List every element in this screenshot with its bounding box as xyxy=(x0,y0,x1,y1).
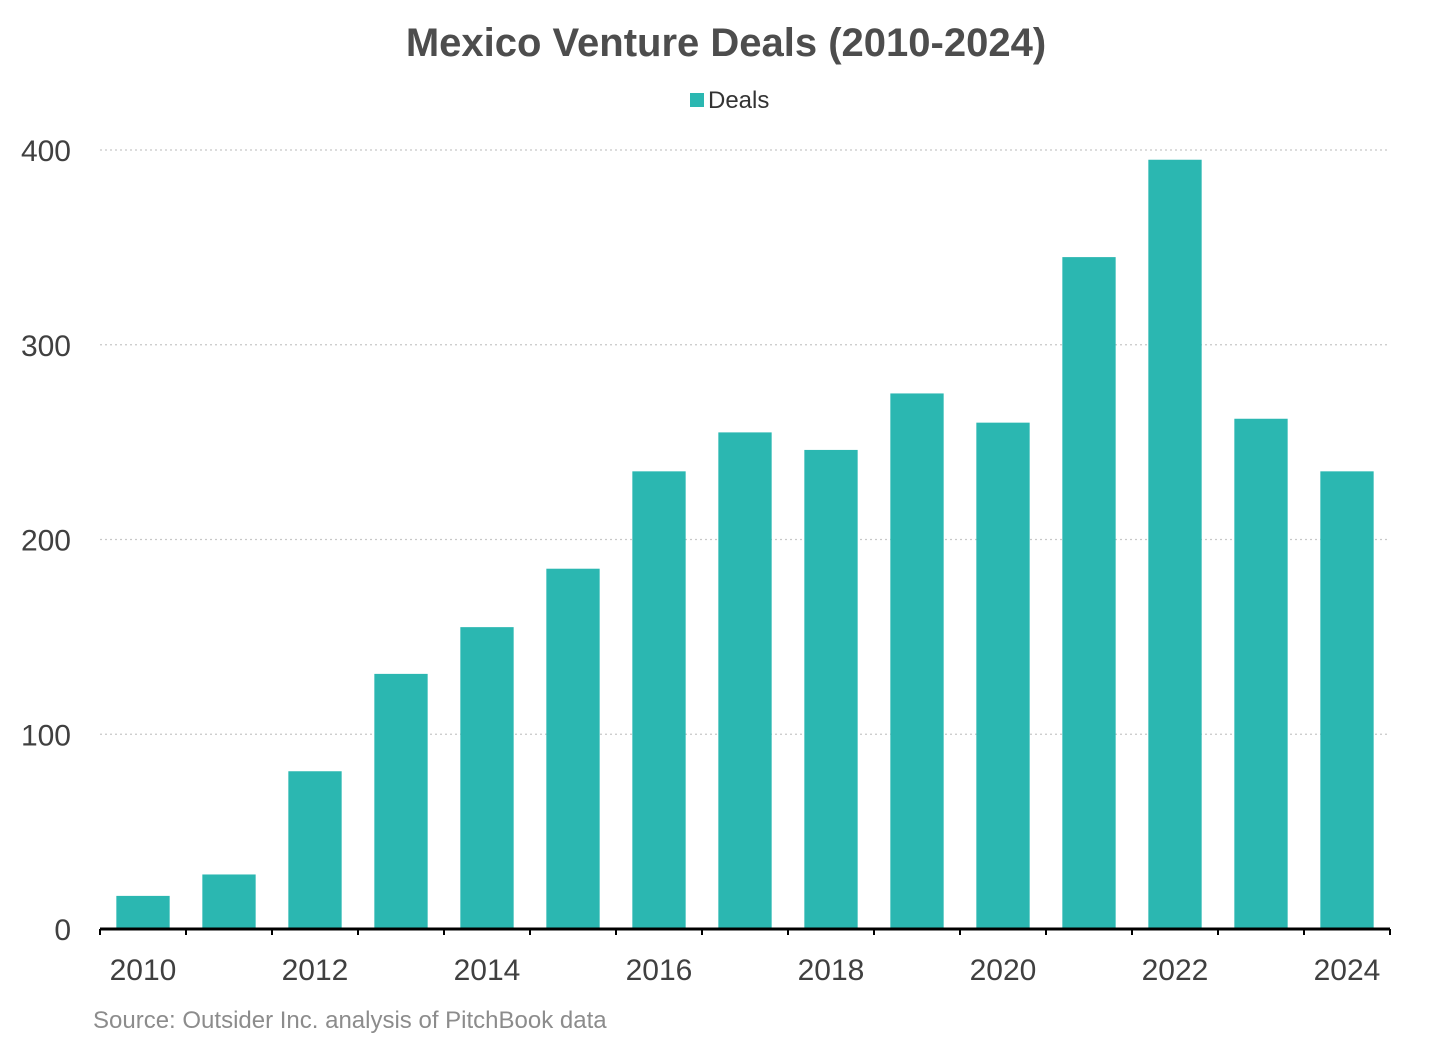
bar-2020 xyxy=(976,422,1030,929)
bar-2010 xyxy=(116,895,170,929)
bar-2015 xyxy=(546,568,600,929)
bar-2012 xyxy=(288,771,342,929)
bar-2016 xyxy=(632,471,686,929)
bar-2017 xyxy=(718,432,772,929)
y-tick-label-400: 400 xyxy=(21,135,71,168)
bars xyxy=(116,159,1374,930)
x-tick-label-2020: 2020 xyxy=(970,954,1037,987)
y-tick-label-100: 100 xyxy=(21,719,71,752)
bar-2013 xyxy=(374,673,428,929)
x-tick-label-2016: 2016 xyxy=(626,954,693,987)
x-tick-label-2022: 2022 xyxy=(1142,954,1209,987)
bar-2014 xyxy=(460,627,514,929)
x-tick-label-2024: 2024 xyxy=(1314,954,1381,987)
x-axis xyxy=(99,927,1391,935)
bar-2018 xyxy=(804,449,858,929)
bar-2023 xyxy=(1234,418,1288,929)
x-axis-tick-labels: 2010 2012 2014 2016 2018 2020 2022 2024 xyxy=(110,954,1381,987)
x-tick-label-2018: 2018 xyxy=(798,954,865,987)
source-note: Source: Outsider Inc. analysis of PitchB… xyxy=(93,1007,607,1034)
y-tick-label-300: 300 xyxy=(21,330,71,363)
y-tick-label-0: 0 xyxy=(54,914,71,947)
x-tick-label-2014: 2014 xyxy=(454,954,521,987)
bar-2019 xyxy=(890,393,944,929)
x-tick-label-2012: 2012 xyxy=(282,954,349,987)
bar-2024 xyxy=(1320,471,1374,929)
legend-swatch-deals xyxy=(690,93,704,107)
legend: Deals xyxy=(690,87,769,114)
y-axis-tick-labels: 0 100 200 300 400 xyxy=(21,135,71,947)
legend-label-deals: Deals xyxy=(708,87,769,114)
chart-title: Mexico Venture Deals (2010-2024) xyxy=(406,21,1046,65)
bar-2011 xyxy=(202,874,256,929)
bar-2022 xyxy=(1148,159,1202,930)
x-tick-label-2010: 2010 xyxy=(110,954,177,987)
bar-2021 xyxy=(1062,257,1116,929)
y-tick-label-200: 200 xyxy=(21,525,71,558)
